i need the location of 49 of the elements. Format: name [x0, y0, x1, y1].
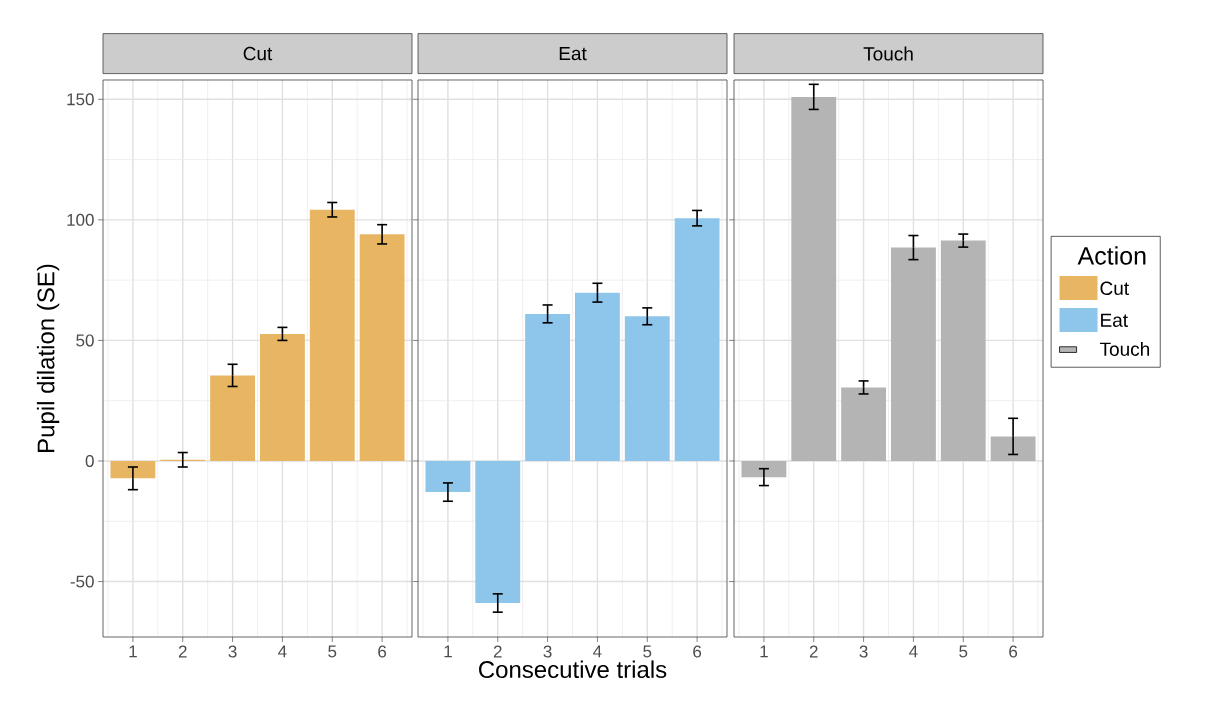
x-tick-label: 3	[228, 645, 237, 658]
bar	[791, 96, 837, 461]
text: Eat	[1101, 313, 1128, 327]
legend-title: Action	[1077, 246, 1146, 265]
x-axis-title: Consecutive trials	[479, 660, 667, 679]
text: Cut	[1100, 281, 1129, 296]
x-tick-label: 2	[493, 645, 502, 658]
x-tick-label: 6	[693, 645, 702, 658]
bar	[940, 240, 986, 461]
bar	[359, 234, 405, 461]
bar	[575, 292, 620, 461]
bar	[741, 460, 787, 478]
chart-title: Touch	[863, 46, 913, 61]
x-tick-label: 5	[959, 645, 968, 658]
x-tick-label: 6	[1009, 645, 1018, 658]
bar	[525, 313, 571, 461]
y-tick-label: 50	[76, 334, 94, 347]
x-tick-label: 4	[278, 645, 287, 658]
y-axis-title: Pupil dilation (SE)	[36, 264, 60, 452]
y-tick-label: 150	[67, 93, 94, 106]
x-tick-label: 1	[444, 645, 452, 658]
x-tick-label: 4	[593, 645, 602, 658]
legend-label: Touch	[1099, 341, 1150, 356]
bar	[425, 460, 471, 493]
y-tick-label: -50	[70, 575, 94, 588]
text: Cut	[243, 46, 273, 61]
bar	[309, 209, 355, 461]
bar	[260, 333, 305, 461]
x-tick-label: 1	[129, 645, 137, 658]
x-tick-label: 4	[909, 645, 918, 658]
x-tick-label: 1	[760, 645, 768, 658]
bar	[210, 375, 256, 461]
x-tick-label: 6	[378, 645, 387, 658]
bar	[110, 460, 156, 479]
x-tick-label: 3	[859, 645, 868, 658]
x-tick-label: 3	[543, 645, 552, 658]
bar	[841, 387, 887, 461]
x-tick-label: 5	[643, 645, 652, 658]
bar	[990, 436, 1036, 461]
bar	[674, 218, 720, 461]
y-tick-label: 100	[67, 213, 94, 226]
bar	[624, 316, 670, 461]
x-tick-label: 2	[178, 645, 187, 658]
y-tick-label: 0	[85, 454, 94, 467]
bar	[891, 247, 936, 461]
bar	[475, 460, 521, 603]
x-tick-label: 5	[328, 645, 337, 658]
x-tick-label: 2	[809, 645, 818, 658]
text: Eat	[559, 46, 587, 61]
